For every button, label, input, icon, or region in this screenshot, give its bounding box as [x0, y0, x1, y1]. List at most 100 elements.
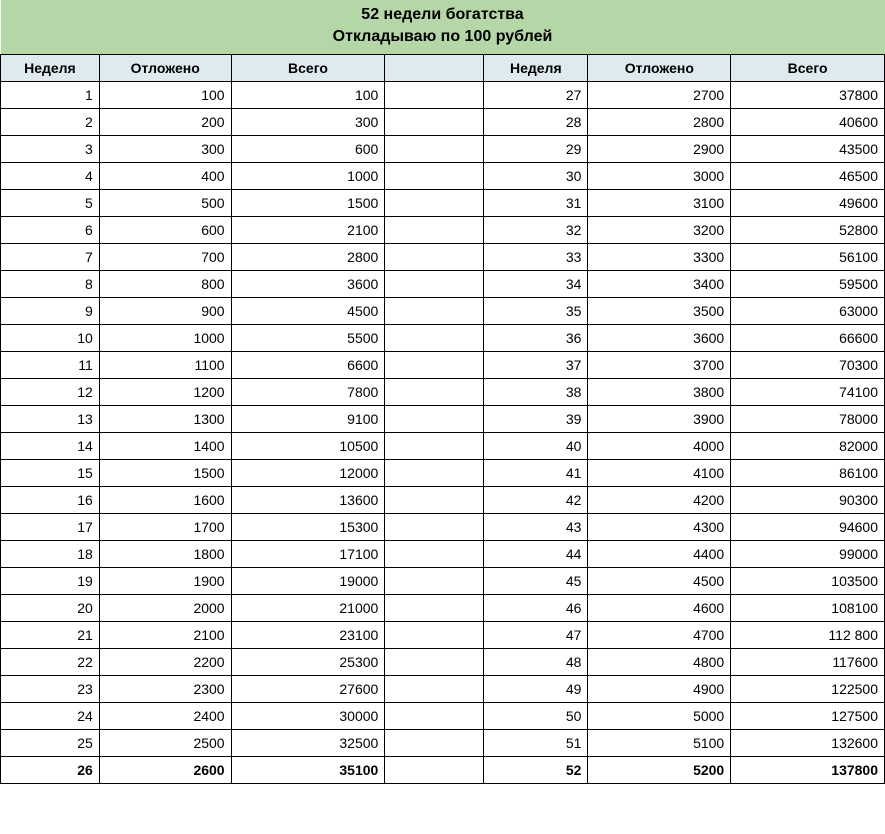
table-row: 21210023100474700112 800	[1, 622, 885, 649]
cell-deposited-right: 4300	[588, 514, 731, 541]
cell-total-right: 63000	[731, 298, 885, 325]
cell-gap	[385, 460, 484, 487]
cell-deposited-right: 5200	[588, 757, 731, 784]
cell-total-left: 4500	[231, 298, 385, 325]
table-row: 8800360034340059500	[1, 271, 885, 298]
cell-total-left: 10500	[231, 433, 385, 460]
cell-total-left: 19000	[231, 568, 385, 595]
cell-deposited-left: 2500	[99, 730, 231, 757]
cell-week-right: 43	[484, 514, 588, 541]
cell-gap	[385, 757, 484, 784]
cell-deposited-right: 3600	[588, 325, 731, 352]
cell-deposited-left: 300	[99, 136, 231, 163]
cell-week-left: 26	[1, 757, 100, 784]
cell-deposited-right: 4400	[588, 541, 731, 568]
cell-deposited-right: 3200	[588, 217, 731, 244]
cell-gap	[385, 298, 484, 325]
cell-week-left: 7	[1, 244, 100, 271]
cell-week-right: 48	[484, 649, 588, 676]
cell-week-left: 11	[1, 352, 100, 379]
cell-deposited-left: 1600	[99, 487, 231, 514]
cell-total-right: 86100	[731, 460, 885, 487]
cell-total-right: 66600	[731, 325, 885, 352]
cell-deposited-right: 4600	[588, 595, 731, 622]
cell-deposited-left: 2600	[99, 757, 231, 784]
cell-deposited-left: 700	[99, 244, 231, 271]
cell-week-right: 52	[484, 757, 588, 784]
cell-total-left: 35100	[231, 757, 385, 784]
table-row: 131300910039390078000	[1, 406, 885, 433]
cell-gap	[385, 379, 484, 406]
cell-total-left: 25300	[231, 649, 385, 676]
cell-total-right: 74100	[731, 379, 885, 406]
table-row: 25250032500515100132600	[1, 730, 885, 757]
cell-deposited-left: 1400	[99, 433, 231, 460]
col-week-left: Неделя	[1, 55, 100, 82]
cell-gap	[385, 487, 484, 514]
cell-gap	[385, 541, 484, 568]
subtitle-row: Откладываю по 100 рублей	[1, 26, 885, 55]
cell-week-right: 38	[484, 379, 588, 406]
table-row: 110010027270037800	[1, 82, 885, 109]
cell-deposited-right: 4200	[588, 487, 731, 514]
cell-week-left: 22	[1, 649, 100, 676]
cell-deposited-left: 1100	[99, 352, 231, 379]
cell-deposited-left: 2300	[99, 676, 231, 703]
cell-week-left: 21	[1, 622, 100, 649]
cell-week-left: 9	[1, 298, 100, 325]
cell-deposited-right: 2900	[588, 136, 731, 163]
table-row: 20200021000464600108100	[1, 595, 885, 622]
cell-total-right: 112 800	[731, 622, 885, 649]
cell-gap	[385, 244, 484, 271]
col-deposited-left: Отложено	[99, 55, 231, 82]
cell-week-left: 6	[1, 217, 100, 244]
cell-deposited-left: 1800	[99, 541, 231, 568]
cell-total-left: 7800	[231, 379, 385, 406]
cell-total-left: 1000	[231, 163, 385, 190]
cell-week-right: 34	[484, 271, 588, 298]
cell-week-right: 31	[484, 190, 588, 217]
cell-week-right: 50	[484, 703, 588, 730]
cell-total-right: 127500	[731, 703, 885, 730]
cell-total-right: 70300	[731, 352, 885, 379]
col-deposited-right: Отложено	[588, 55, 731, 82]
cell-total-left: 9100	[231, 406, 385, 433]
table-row: 24240030000505000127500	[1, 703, 885, 730]
cell-deposited-left: 200	[99, 109, 231, 136]
cell-week-left: 23	[1, 676, 100, 703]
cell-total-right: 78000	[731, 406, 885, 433]
cell-total-left: 17100	[231, 541, 385, 568]
cell-week-right: 39	[484, 406, 588, 433]
cell-week-left: 24	[1, 703, 100, 730]
cell-total-right: 56100	[731, 244, 885, 271]
cell-total-right: 108100	[731, 595, 885, 622]
cell-total-left: 12000	[231, 460, 385, 487]
cell-deposited-left: 1000	[99, 325, 231, 352]
cell-week-left: 17	[1, 514, 100, 541]
cell-week-left: 2	[1, 109, 100, 136]
cell-total-right: 117600	[731, 649, 885, 676]
cell-week-right: 37	[484, 352, 588, 379]
cell-week-right: 29	[484, 136, 588, 163]
cell-total-right: 94600	[731, 514, 885, 541]
cell-deposited-left: 2200	[99, 649, 231, 676]
savings-table: 52 недели богатства Откладываю по 100 ру…	[0, 0, 885, 784]
cell-deposited-right: 4900	[588, 676, 731, 703]
cell-total-left: 13600	[231, 487, 385, 514]
table-row: 26260035100 525200137800	[1, 757, 885, 784]
cell-total-left: 32500	[231, 730, 385, 757]
cell-deposited-right: 2800	[588, 109, 731, 136]
table-row: 1414001050040400082000	[1, 433, 885, 460]
subtitle: Откладываю по 100 рублей	[1, 26, 885, 55]
table-row: 330060029290043500	[1, 136, 885, 163]
cell-total-right: 137800	[731, 757, 885, 784]
table-row: 1616001360042420090300	[1, 487, 885, 514]
cell-deposited-left: 800	[99, 271, 231, 298]
cell-gap	[385, 163, 484, 190]
cell-gap	[385, 136, 484, 163]
cell-gap	[385, 730, 484, 757]
cell-week-right: 27	[484, 82, 588, 109]
table-row: 22220025300484800117600	[1, 649, 885, 676]
cell-week-left: 20	[1, 595, 100, 622]
cell-deposited-left: 1900	[99, 568, 231, 595]
